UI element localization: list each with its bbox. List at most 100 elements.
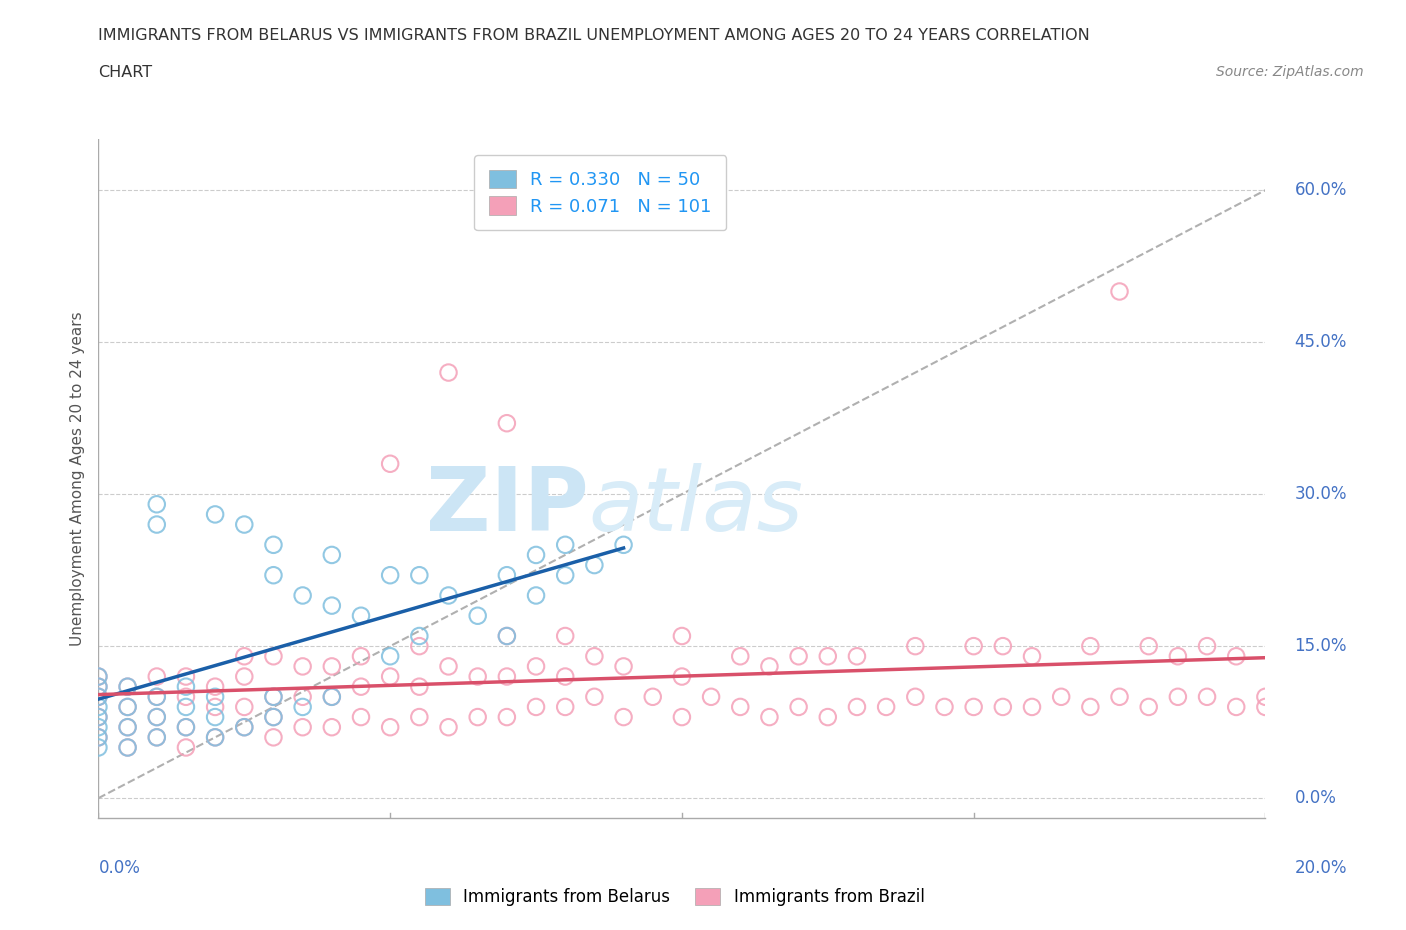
Point: [146, 497, 169, 512]
Point: [408, 629, 430, 644]
Point: [1137, 639, 1160, 654]
Point: [671, 710, 693, 724]
Point: [204, 710, 226, 724]
Text: 20.0%: 20.0%: [1295, 859, 1347, 877]
Point: [87, 679, 110, 694]
Point: [233, 517, 256, 532]
Point: [583, 689, 606, 704]
Point: [174, 689, 197, 704]
Point: [204, 689, 226, 704]
Point: [350, 608, 373, 623]
Legend: Immigrants from Belarus, Immigrants from Brazil: Immigrants from Belarus, Immigrants from…: [419, 881, 931, 912]
Text: 0.0%: 0.0%: [1295, 790, 1337, 807]
Point: [1021, 699, 1043, 714]
Point: [87, 730, 110, 745]
Point: [117, 720, 139, 735]
Point: [262, 649, 284, 664]
Point: [117, 679, 139, 694]
Point: [262, 710, 284, 724]
Point: [612, 659, 634, 674]
Point: [233, 720, 256, 735]
Text: 45.0%: 45.0%: [1295, 333, 1347, 352]
Point: [991, 639, 1014, 654]
Point: [758, 710, 780, 724]
Point: [291, 659, 314, 674]
Point: [496, 669, 519, 684]
Point: [204, 730, 226, 745]
Point: [321, 659, 343, 674]
Point: [1108, 284, 1130, 299]
Point: [700, 689, 723, 704]
Point: [87, 710, 110, 724]
Point: [291, 588, 314, 603]
Point: [1167, 649, 1189, 664]
Point: [87, 720, 110, 735]
Point: [117, 699, 139, 714]
Point: [87, 669, 110, 684]
Point: [730, 649, 752, 664]
Point: [262, 689, 284, 704]
Point: [204, 507, 226, 522]
Point: [146, 730, 169, 745]
Point: [321, 720, 343, 735]
Point: [554, 699, 576, 714]
Point: [496, 568, 519, 583]
Point: [1167, 689, 1189, 704]
Point: [991, 699, 1014, 714]
Point: [437, 720, 460, 735]
Point: [204, 730, 226, 745]
Point: [846, 649, 869, 664]
Point: [671, 669, 693, 684]
Point: [496, 629, 519, 644]
Point: [758, 659, 780, 674]
Point: [846, 699, 869, 714]
Text: 15.0%: 15.0%: [1295, 637, 1347, 655]
Point: [233, 649, 256, 664]
Point: [496, 710, 519, 724]
Point: [408, 568, 430, 583]
Point: [204, 699, 226, 714]
Point: [1195, 689, 1218, 704]
Point: [1021, 649, 1043, 664]
Point: [262, 730, 284, 745]
Point: [87, 740, 110, 755]
Point: [408, 710, 430, 724]
Point: [380, 669, 402, 684]
Point: [408, 639, 430, 654]
Point: [291, 720, 314, 735]
Point: [117, 699, 139, 714]
Point: [408, 679, 430, 694]
Text: ZIP: ZIP: [426, 462, 589, 550]
Point: [1225, 699, 1247, 714]
Point: [1080, 639, 1102, 654]
Point: [87, 689, 110, 704]
Text: 30.0%: 30.0%: [1295, 485, 1347, 503]
Point: [467, 669, 489, 684]
Point: [117, 740, 139, 755]
Point: [321, 689, 343, 704]
Point: [962, 639, 984, 654]
Point: [146, 730, 169, 745]
Point: [380, 457, 402, 472]
Point: [730, 699, 752, 714]
Point: [437, 365, 460, 380]
Y-axis label: Unemployment Among Ages 20 to 24 years: Unemployment Among Ages 20 to 24 years: [69, 312, 84, 646]
Point: [1254, 689, 1277, 704]
Point: [117, 679, 139, 694]
Point: [583, 649, 606, 664]
Point: [146, 710, 169, 724]
Point: [524, 548, 547, 563]
Text: CHART: CHART: [98, 65, 152, 80]
Point: [262, 568, 284, 583]
Text: atlas: atlas: [589, 463, 803, 549]
Point: [817, 649, 839, 664]
Point: [496, 629, 519, 644]
Point: [1080, 699, 1102, 714]
Point: [1137, 699, 1160, 714]
Point: [467, 608, 489, 623]
Point: [117, 740, 139, 755]
Point: [875, 699, 897, 714]
Point: [904, 639, 927, 654]
Point: [1254, 699, 1277, 714]
Point: [962, 699, 984, 714]
